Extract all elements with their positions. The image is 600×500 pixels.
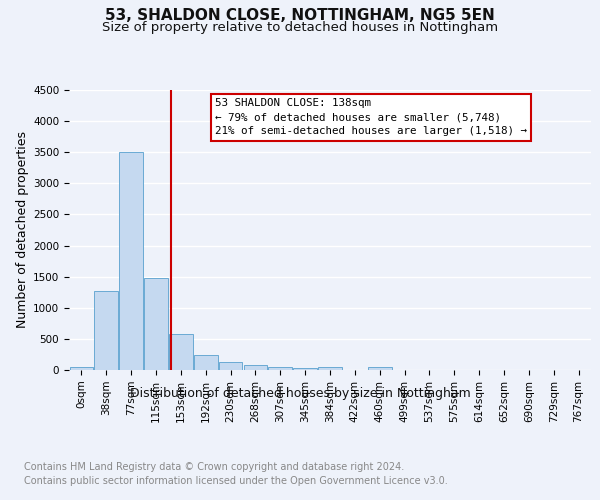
Text: Size of property relative to detached houses in Nottingham: Size of property relative to detached ho… xyxy=(102,21,498,34)
Bar xyxy=(244,366,267,370)
Bar xyxy=(368,367,392,370)
Bar xyxy=(169,334,193,370)
Bar xyxy=(144,278,168,370)
Bar xyxy=(318,367,342,370)
Text: 53 SHALDON CLOSE: 138sqm
← 79% of detached houses are smaller (5,748)
21% of sem: 53 SHALDON CLOSE: 138sqm ← 79% of detach… xyxy=(215,98,527,136)
Text: Contains public sector information licensed under the Open Government Licence v3: Contains public sector information licen… xyxy=(24,476,448,486)
Text: Contains HM Land Registry data © Crown copyright and database right 2024.: Contains HM Land Registry data © Crown c… xyxy=(24,462,404,472)
Text: Distribution of detached houses by size in Nottingham: Distribution of detached houses by size … xyxy=(130,388,470,400)
Bar xyxy=(268,367,292,370)
Bar xyxy=(194,355,218,370)
Bar xyxy=(94,291,118,370)
Bar xyxy=(293,368,317,370)
Y-axis label: Number of detached properties: Number of detached properties xyxy=(16,132,29,328)
Text: 53, SHALDON CLOSE, NOTTINGHAM, NG5 5EN: 53, SHALDON CLOSE, NOTTINGHAM, NG5 5EN xyxy=(105,8,495,22)
Bar xyxy=(219,362,242,370)
Bar xyxy=(119,152,143,370)
Bar xyxy=(70,367,93,370)
